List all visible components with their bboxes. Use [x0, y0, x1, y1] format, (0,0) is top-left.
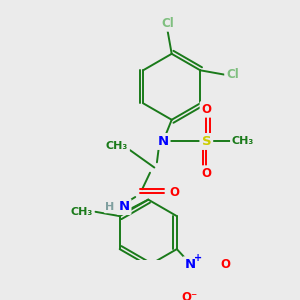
Text: Cl: Cl [161, 17, 174, 30]
Text: CH₃: CH₃ [70, 207, 93, 217]
Text: Cl: Cl [226, 68, 239, 81]
Text: CH₃: CH₃ [232, 136, 254, 146]
Text: O: O [220, 258, 230, 271]
Text: +: + [194, 253, 202, 263]
Text: H: H [105, 202, 115, 212]
Text: CH₃: CH₃ [106, 141, 128, 151]
Text: N: N [158, 135, 169, 148]
Text: O: O [201, 103, 212, 116]
Text: O⁻: O⁻ [182, 291, 198, 300]
Text: N: N [184, 258, 195, 271]
Text: O: O [169, 186, 179, 199]
Text: S: S [202, 135, 211, 148]
Text: N: N [118, 200, 130, 213]
Text: O: O [201, 167, 212, 180]
